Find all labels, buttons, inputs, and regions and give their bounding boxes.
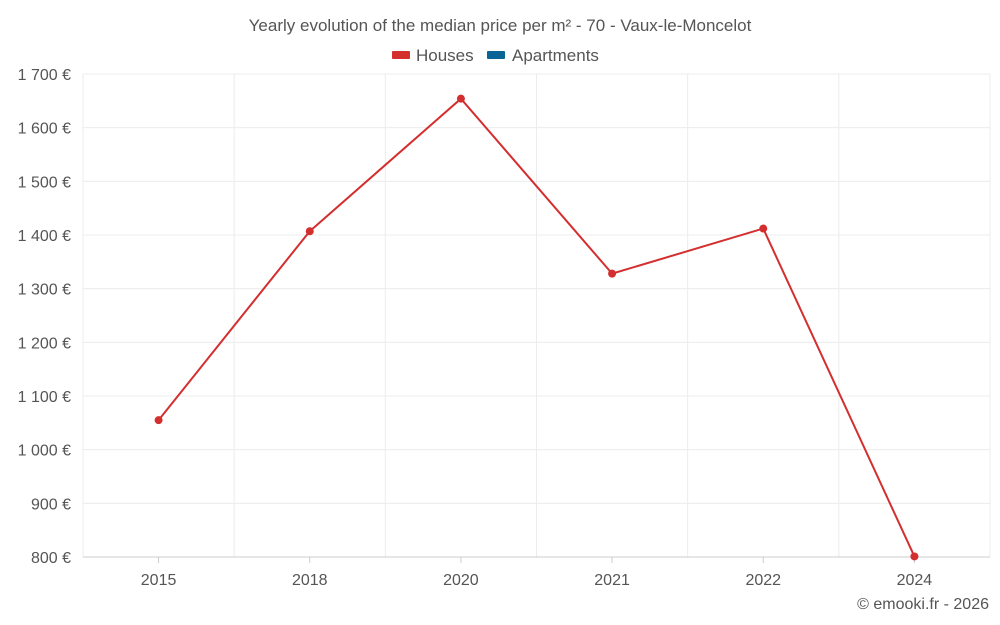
chart-title: Yearly evolution of the median price per… — [249, 16, 752, 35]
legend-label-houses: Houses — [416, 46, 474, 65]
series-line-houses — [157, 97, 916, 557]
data-point-houses[interactable] — [910, 552, 919, 561]
x-tick-label: 2018 — [292, 572, 328, 589]
y-tick-label: 1 700 € — [18, 67, 71, 84]
data-point-houses[interactable] — [759, 224, 768, 233]
x-tick-label: 2015 — [141, 572, 177, 589]
x-tick-label: 2020 — [443, 572, 479, 589]
y-axis-ticks: 800 € 900 € 1 000 € 1 100 € 1 200 € 1 300 € 1 … — [18, 67, 71, 567]
legend-item-apartments[interactable]: Apartments — [487, 46, 599, 65]
legend-swatch-houses — [392, 51, 410, 59]
y-tick-label: 800 € — [31, 550, 71, 567]
y-tick-label: 1 300 € — [18, 282, 71, 299]
x-tick-label: 2021 — [594, 572, 630, 589]
x-tick-label: 2024 — [897, 572, 933, 589]
y-tick-label: 1 600 € — [18, 121, 71, 138]
data-point-houses[interactable] — [456, 94, 465, 103]
x-tick-label: 2022 — [745, 572, 781, 589]
y-tick-label: 1 000 € — [18, 443, 71, 460]
credit-text: © emooki.fr - 2026 — [857, 596, 989, 613]
x-axis-ticks: 2015 2018 2020 2021 2022 2024 — [141, 557, 933, 589]
y-tick-label: 1 400 € — [18, 228, 71, 245]
y-tick-label: 1 200 € — [18, 335, 71, 352]
data-point-houses[interactable] — [305, 227, 314, 236]
y-tick-label: 1 100 € — [18, 389, 71, 406]
y-tick-label: 900 € — [31, 496, 71, 513]
legend-item-houses[interactable]: Houses — [392, 46, 474, 65]
data-point-houses[interactable] — [154, 416, 163, 425]
y-tick-label: 1 500 € — [18, 174, 71, 191]
series-group — [154, 94, 919, 561]
legend: Houses Apartments — [392, 46, 599, 65]
gridlines — [82, 73, 991, 557]
legend-label-apartments: Apartments — [512, 46, 599, 65]
data-point-houses[interactable] — [608, 269, 617, 278]
legend-swatch-apartments — [487, 51, 505, 59]
